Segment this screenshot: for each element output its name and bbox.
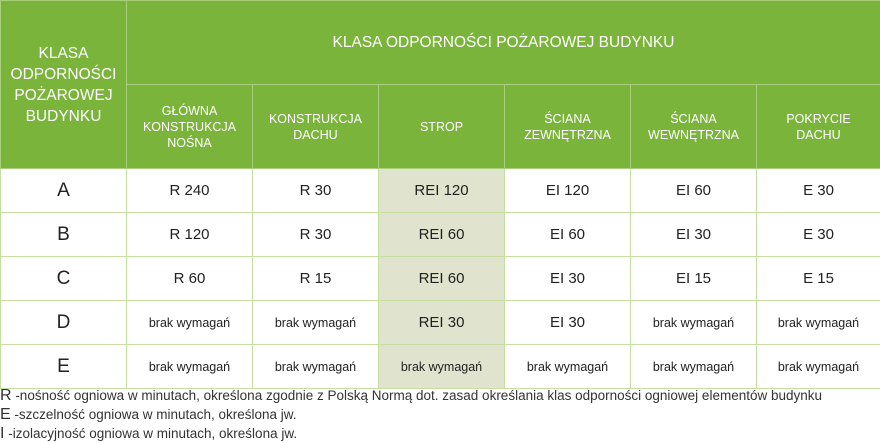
value-cell: R 60	[126, 256, 253, 301]
value-cell: REI 60	[378, 212, 505, 257]
value-cell: brak wymagań	[126, 344, 253, 389]
value-cell: brak wymagań	[378, 344, 505, 389]
column-header-line: NOŚNA	[167, 135, 212, 150]
value-cell: E 30	[756, 168, 880, 213]
value-cell: REI 120	[378, 168, 505, 213]
value-cell: R 30	[252, 212, 379, 257]
value-cell: R 240	[126, 168, 253, 213]
column-header-line: KONSTRUKCJA	[142, 119, 237, 134]
value-cell: brak wymagań	[630, 300, 757, 345]
column-header: ŚCIANA WEWNĘTRZNA	[630, 84, 757, 169]
legend-item: E -szczelność ogniowa w minutach, określ…	[0, 405, 822, 424]
value-cell: EI 60	[630, 168, 757, 213]
legend-text: -nośność ogniowa w minutach, określona z…	[11, 388, 823, 403]
fire-resistance-table: KLASA ODPORNOŚCI POŻAROWEJ BUDYNKU KLASA OD…	[0, 0, 880, 389]
column-header-line: POKRYCIE	[786, 111, 851, 126]
corner-line: KLASA	[38, 44, 89, 62]
value-cell: brak wymagań	[756, 300, 880, 345]
value-cell: brak wymagań	[756, 344, 880, 389]
value-cell: EI 30	[504, 300, 631, 345]
class-cell: E	[0, 344, 127, 389]
class-cell: A	[0, 168, 127, 213]
corner-line: POŻAROWEJ	[14, 86, 113, 104]
value-cell: brak wymagań	[252, 344, 379, 389]
class-cell: B	[0, 212, 127, 257]
column-header-line: STROP	[419, 119, 464, 134]
value-cell: EI 30	[630, 212, 757, 257]
column-header: POKRYCIE DACHU	[756, 84, 880, 169]
column-header: STROP	[378, 84, 505, 169]
column-header-line: KONSTRUKCJA	[268, 111, 363, 126]
legend-text: -szczelność ogniowa w minutach, określon…	[10, 407, 297, 422]
class-cell: C	[0, 256, 127, 301]
legend-item: I -izolacyjność ogniowa w minutach, okre…	[0, 424, 822, 443]
column-header-line: ZEWNĘTRZNA	[524, 127, 611, 142]
value-cell: brak wymagań	[252, 300, 379, 345]
legend-key: E	[0, 406, 11, 423]
legend-text: -izolacyjność ogniowa w minutach, określ…	[4, 426, 298, 441]
value-cell: E 15	[756, 256, 880, 301]
value-cell: REI 60	[378, 256, 505, 301]
value-cell: brak wymagań	[504, 344, 631, 389]
column-header-line: WEWNĘTRZNA	[648, 127, 739, 142]
class-cell: D	[0, 300, 127, 345]
value-cell: brak wymagań	[126, 300, 253, 345]
legend-item: R -nośność ogniowa w minutach, określona…	[0, 386, 822, 405]
value-cell: REI 30	[378, 300, 505, 345]
column-header-line: DACHU	[293, 127, 338, 142]
value-cell: EI 120	[504, 168, 631, 213]
legend-key: R	[0, 387, 12, 404]
value-cell: R 15	[252, 256, 379, 301]
column-header-line: GŁÓWNA	[161, 103, 218, 118]
value-cell: brak wymagań	[630, 344, 757, 389]
column-header-line: ŚCIANA	[670, 111, 717, 126]
value-cell: EI 15	[630, 256, 757, 301]
group-header: KLASA ODPORNOŚCI POŻAROWEJ BUDYNKU	[126, 0, 880, 85]
value-cell: R 30	[252, 168, 379, 213]
column-header: ŚCIANA ZEWNĘTRZNA	[504, 84, 631, 169]
column-header-line: DACHU	[796, 127, 841, 142]
value-cell: R 120	[126, 212, 253, 257]
corner-line: ODPORNOŚCI	[10, 65, 117, 83]
column-header: KONSTRUKCJA DACHU	[252, 84, 379, 169]
legend: R -nośność ogniowa w minutach, określona…	[0, 386, 822, 443]
corner-header: KLASA ODPORNOŚCI POŻAROWEJ BUDYNKU	[0, 0, 127, 169]
value-cell: EI 30	[504, 256, 631, 301]
column-header: GŁÓWNA KONSTRUKCJA NOŚNA	[126, 84, 253, 169]
corner-line: BUDYNKU	[25, 107, 102, 125]
legend-key: I	[0, 425, 5, 442]
value-cell: EI 60	[504, 212, 631, 257]
column-header-line: ŚCIANA	[544, 111, 591, 126]
value-cell: E 30	[756, 212, 880, 257]
